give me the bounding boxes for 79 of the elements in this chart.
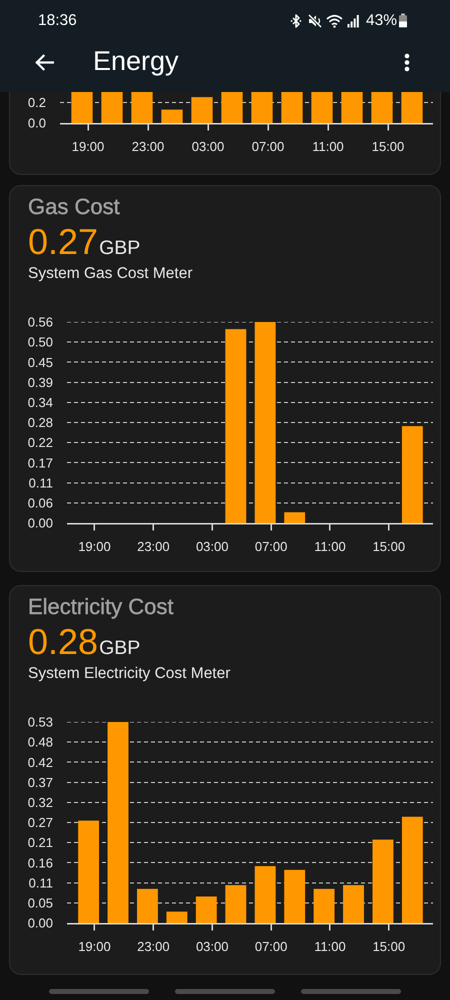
- bar: [71, 92, 93, 123]
- x-tick-label: 03:00: [196, 939, 228, 954]
- chart-subtitle: System Electricity Cost Meter: [28, 665, 230, 683]
- bar: [131, 92, 153, 123]
- x-tick-label: 11:00: [312, 139, 344, 154]
- bar: [284, 512, 306, 523]
- y-tick-label: 0.50: [28, 334, 53, 350]
- x-tick-label: 15:00: [372, 939, 406, 954]
- bar: [191, 97, 213, 123]
- y-tick-label: 0.28: [28, 415, 53, 430]
- bar: [371, 92, 393, 123]
- bar: [284, 870, 306, 923]
- bar: [196, 896, 217, 923]
- y-tick-label: 0.00: [28, 916, 53, 931]
- bar: [254, 866, 276, 923]
- x-tick-label: 11:00: [314, 539, 346, 554]
- x-tick-label: 19:00: [78, 939, 111, 954]
- text: Energy: [93, 46, 179, 77]
- y-tick-label: 0.48: [28, 734, 53, 750]
- text: GBP: [99, 637, 140, 659]
- chart-title: Gas Cost: [28, 194, 120, 220]
- bar: [137, 888, 158, 923]
- text: 43%: [366, 12, 398, 30]
- y-tick-label: 0.42: [28, 754, 53, 770]
- bar: [166, 912, 188, 923]
- bar: [254, 322, 276, 523]
- x-tick-label: 15:00: [372, 539, 406, 554]
- bar: [78, 820, 100, 923]
- y-tick-label: 0.56: [28, 314, 53, 330]
- y-tick-label: 0.21: [28, 835, 53, 850]
- bar: [251, 92, 273, 123]
- bar: [225, 885, 246, 923]
- y-tick-label: 0.11: [28, 475, 53, 490]
- y-tick-label: 0.00: [28, 516, 53, 531]
- y-tick-label: 0.2: [28, 94, 46, 110]
- x-tick-label: 23:00: [137, 539, 170, 554]
- y-tick-label: 0.37: [28, 774, 53, 790]
- x-tick-label: 23:00: [137, 939, 170, 954]
- bar: [281, 92, 303, 123]
- y-tick-label: 0.32: [28, 794, 53, 810]
- bar: [402, 426, 423, 523]
- x-tick-label: 23:00: [132, 139, 164, 154]
- bar: [311, 92, 333, 123]
- text: 18:36: [38, 12, 77, 30]
- bar: [402, 816, 423, 923]
- y-tick-label: 0.16: [28, 855, 53, 870]
- x-tick-label: 07:00: [254, 539, 288, 554]
- x-tick-label: 11:00: [314, 939, 346, 954]
- y-tick-label: 0.11: [28, 875, 53, 890]
- bar: [101, 92, 123, 123]
- y-tick-label: 0.0: [28, 116, 46, 131]
- x-tick-label: 19:00: [78, 539, 111, 554]
- text: GBP: [99, 237, 140, 259]
- bar: [221, 92, 243, 123]
- y-tick-label: 0.34: [28, 394, 53, 410]
- x-tick-label: 15:00: [372, 139, 404, 154]
- y-tick-label: 0.17: [28, 455, 53, 470]
- bar: [341, 92, 363, 123]
- chart-subtitle: System Gas Cost Meter: [28, 265, 193, 283]
- x-tick-label: 19:00: [72, 139, 104, 154]
- y-tick-label: 0.06: [28, 495, 53, 510]
- bar: [225, 329, 246, 523]
- x-tick-label: 03:00: [196, 539, 228, 554]
- bar: [161, 110, 183, 123]
- y-tick-label: 0.53: [28, 714, 53, 730]
- x-tick-label: 03:00: [192, 139, 224, 154]
- chart-title: Electricity Cost: [28, 594, 174, 620]
- y-tick-label: 0.05: [28, 895, 53, 910]
- bar: [343, 885, 364, 923]
- x-tick-label: 07:00: [254, 939, 288, 954]
- bar: [314, 888, 335, 923]
- y-tick-label: 0.39: [28, 374, 53, 390]
- y-tick-label: 0.22: [28, 435, 53, 450]
- x-tick-label: 07:00: [252, 139, 284, 154]
- y-tick-label: 0.45: [28, 354, 53, 370]
- y-tick-label: 0.27: [28, 815, 53, 830]
- bar: [372, 840, 394, 923]
- bar: [401, 92, 423, 123]
- bar: [108, 722, 128, 923]
